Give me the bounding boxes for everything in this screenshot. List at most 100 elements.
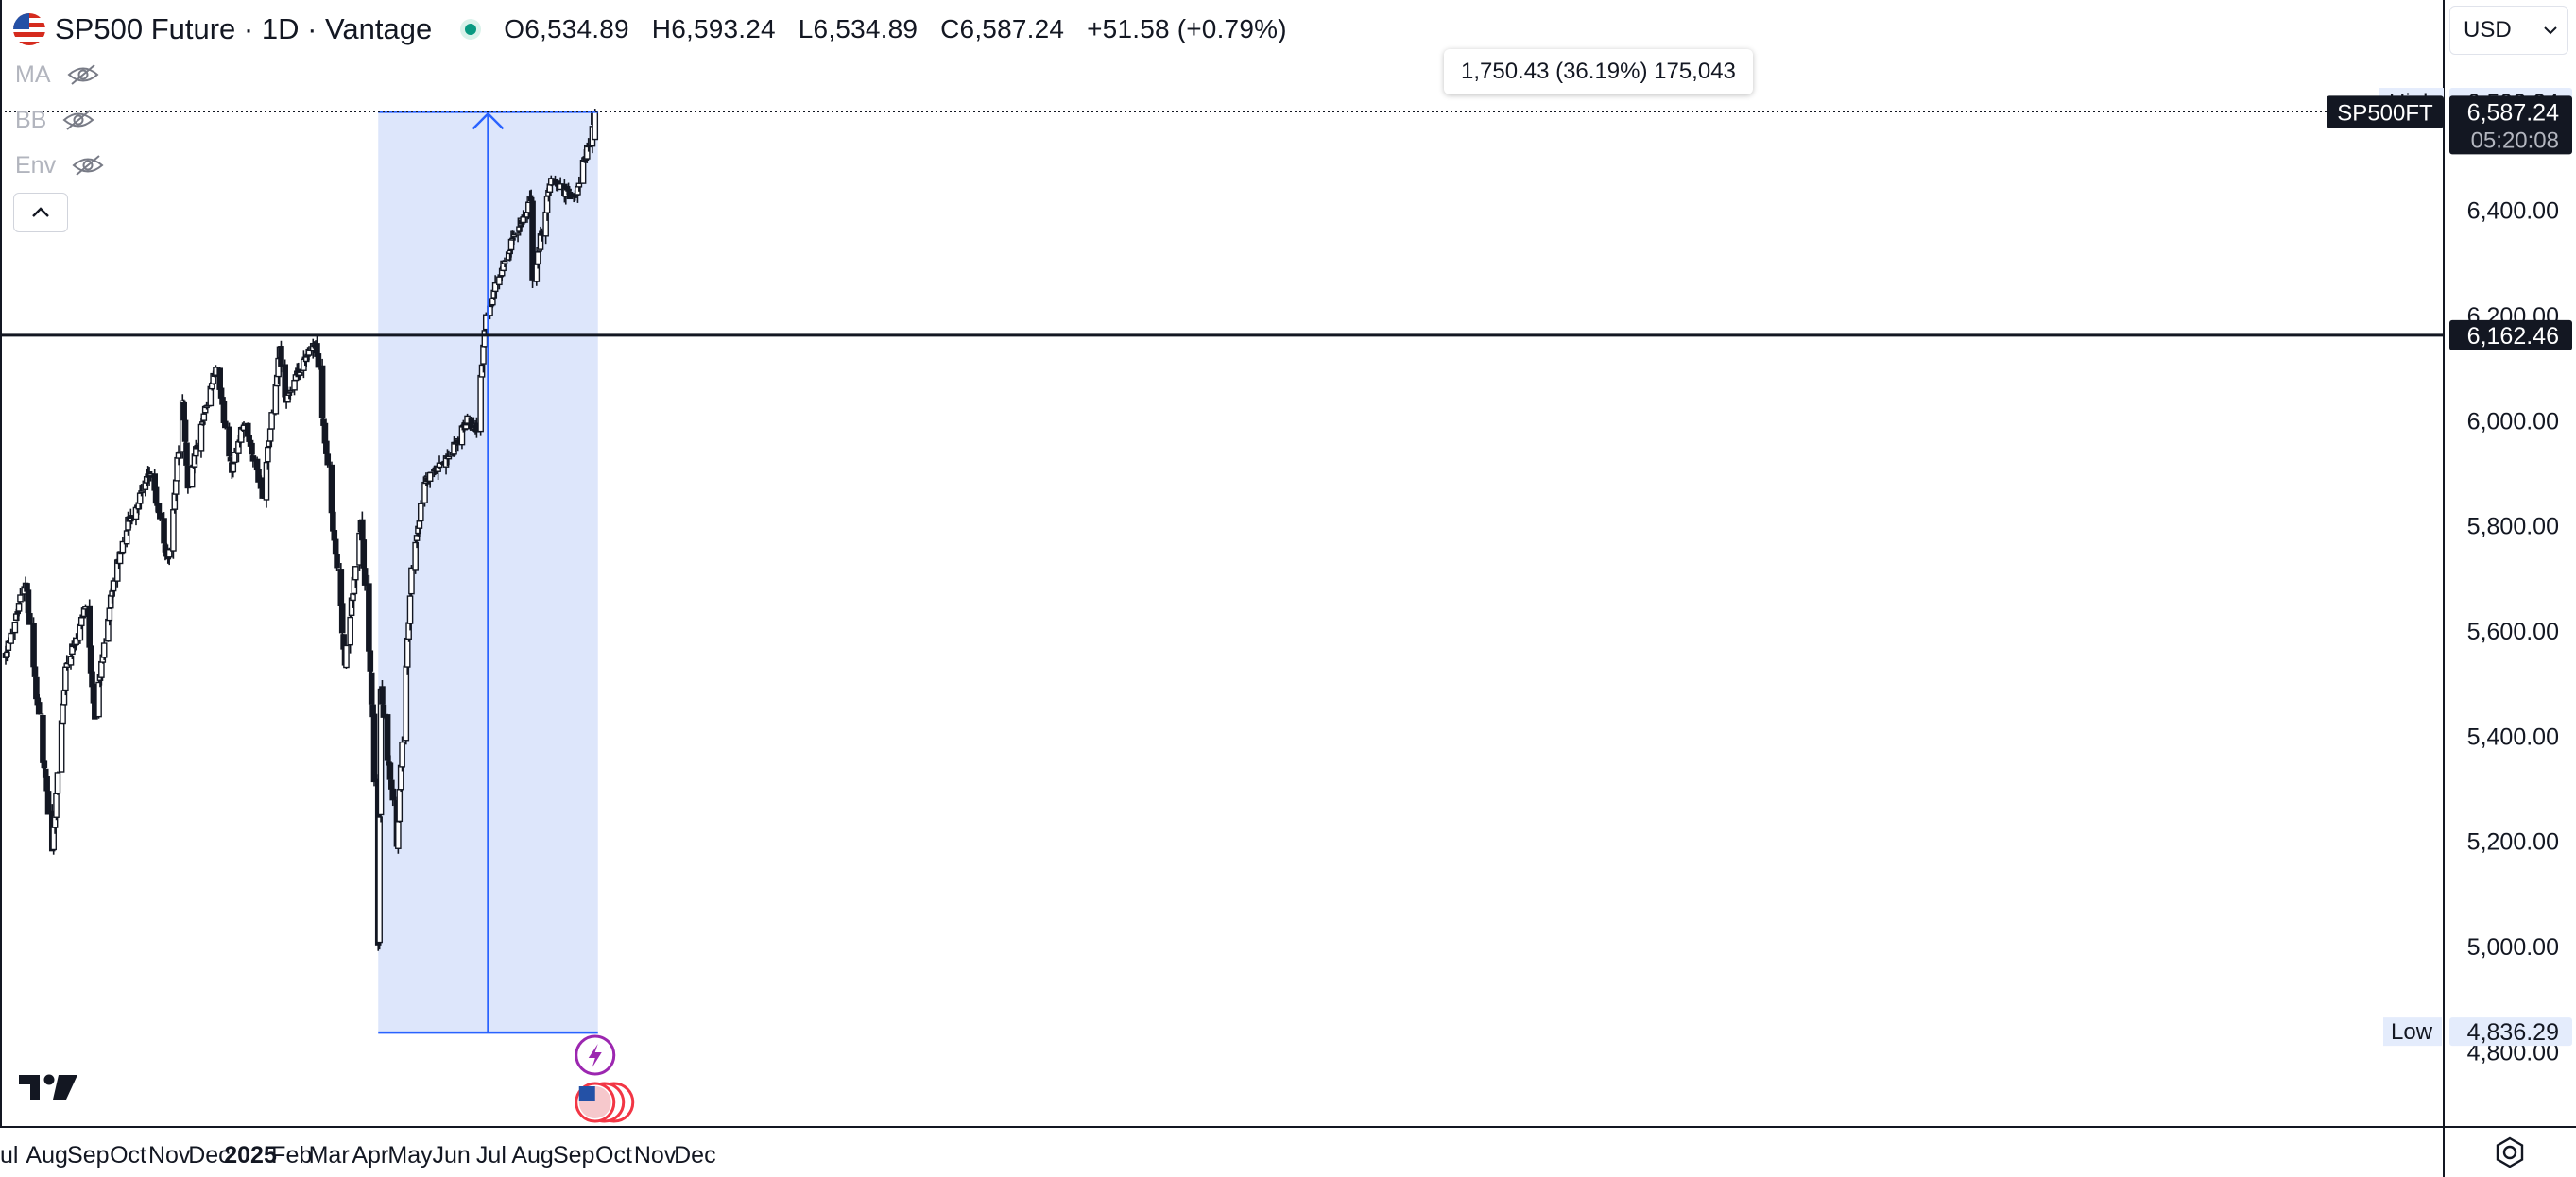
candle — [249, 447, 257, 468]
indicator-label: MA — [15, 60, 51, 88]
flag-canton — [578, 1086, 595, 1101]
candle — [376, 811, 383, 950]
candle-body — [119, 540, 127, 554]
candle — [384, 713, 391, 765]
candle-body — [379, 686, 386, 705]
candle-body — [318, 365, 326, 418]
candle — [44, 786, 52, 815]
candle-body — [268, 412, 275, 430]
candle-body — [404, 637, 411, 668]
eye-off-icon[interactable] — [71, 153, 105, 178]
candle-body — [406, 595, 414, 624]
time-tick-label: May — [387, 1142, 433, 1168]
candle-body — [200, 413, 208, 421]
candle-body — [328, 464, 335, 514]
price-tick-label: 5,400.00 — [2467, 724, 2559, 750]
candle-body — [403, 665, 410, 742]
candle — [445, 450, 453, 466]
candle-body — [565, 188, 572, 192]
candle-body — [529, 200, 536, 281]
candle-body — [338, 603, 346, 634]
currency-select[interactable]: USD — [2449, 6, 2568, 55]
us-economic-events-icon[interactable] — [575, 1082, 635, 1123]
candle — [249, 439, 255, 457]
candle — [315, 352, 322, 370]
candle-body — [172, 479, 180, 495]
candle-body — [408, 567, 415, 595]
candle-body — [360, 539, 368, 569]
candle-body — [86, 605, 94, 648]
candle — [360, 531, 368, 573]
symbol-title[interactable]: SP500 Future · 1D · Vantage — [55, 12, 433, 45]
candle-body — [30, 623, 37, 668]
eye-off-icon[interactable] — [61, 108, 95, 132]
candle-body — [165, 549, 173, 558]
price-tick-label: 5,800.00 — [2467, 514, 2559, 540]
indicator-env[interactable]: Env — [15, 149, 105, 181]
candle — [426, 471, 434, 488]
candle-body — [478, 364, 486, 378]
time-tick-label: Mar — [309, 1142, 350, 1168]
candle — [379, 680, 386, 707]
candle-body — [188, 466, 196, 488]
collapse-indicators-button[interactable] — [13, 193, 68, 232]
candle-body — [509, 237, 516, 241]
candle-body — [31, 666, 39, 677]
candle — [403, 665, 410, 745]
candle-body — [395, 821, 402, 849]
candle-body — [123, 530, 130, 545]
candle-body — [73, 637, 79, 646]
time-tick-label: Nov — [634, 1142, 677, 1168]
candle — [30, 617, 37, 671]
candle-body — [291, 380, 298, 391]
eye-off-icon[interactable] — [66, 62, 100, 87]
candle-body — [98, 660, 105, 678]
candle — [324, 448, 332, 468]
candle-body — [287, 389, 294, 393]
settings-gear-icon[interactable] — [2491, 1134, 2529, 1171]
candle-body — [480, 344, 487, 365]
candle-body — [266, 428, 274, 442]
candle-body — [26, 613, 33, 625]
candle-body — [41, 760, 48, 769]
indicator-bb[interactable]: BB — [15, 104, 95, 136]
candle — [501, 257, 508, 268]
candle — [285, 392, 293, 400]
candle-body — [53, 793, 60, 818]
low-price-badge: 4,836.29 — [2467, 1019, 2559, 1046]
candle-body — [489, 298, 496, 306]
candle — [287, 386, 294, 400]
hline-price-badge: 6,162.46 — [2467, 323, 2559, 350]
candle — [489, 297, 496, 308]
indicator-ma[interactable]: MA — [15, 59, 100, 91]
candle — [491, 275, 499, 299]
measure-arrow-icon — [472, 111, 505, 130]
symbol-badge-bg — [2327, 95, 2444, 128]
candle-body — [60, 703, 66, 725]
candle — [516, 226, 523, 234]
candle-body — [40, 714, 46, 763]
candle-body — [426, 471, 434, 482]
candle — [58, 720, 65, 773]
chevron-down-icon — [2544, 26, 2557, 35]
lightning-event-icon[interactable] — [575, 1034, 616, 1076]
candle-body — [203, 405, 210, 409]
time-tick-label: Apr — [352, 1142, 388, 1168]
candle-body — [520, 216, 527, 224]
candle-body — [412, 541, 419, 571]
candle-body — [8, 632, 14, 644]
candle — [54, 771, 61, 795]
candle — [263, 461, 270, 508]
candle-body — [575, 182, 583, 188]
candle-body — [253, 458, 261, 471]
candle-body — [533, 264, 541, 282]
candle — [520, 210, 527, 228]
tradingview-logo[interactable] — [19, 1071, 81, 1103]
candle-body — [62, 666, 69, 691]
symbol-badge: SP500FT — [2337, 100, 2433, 126]
lightning-glyph — [588, 1044, 602, 1067]
last-price-bg — [2449, 95, 2572, 155]
chevron-up-icon — [32, 207, 49, 217]
